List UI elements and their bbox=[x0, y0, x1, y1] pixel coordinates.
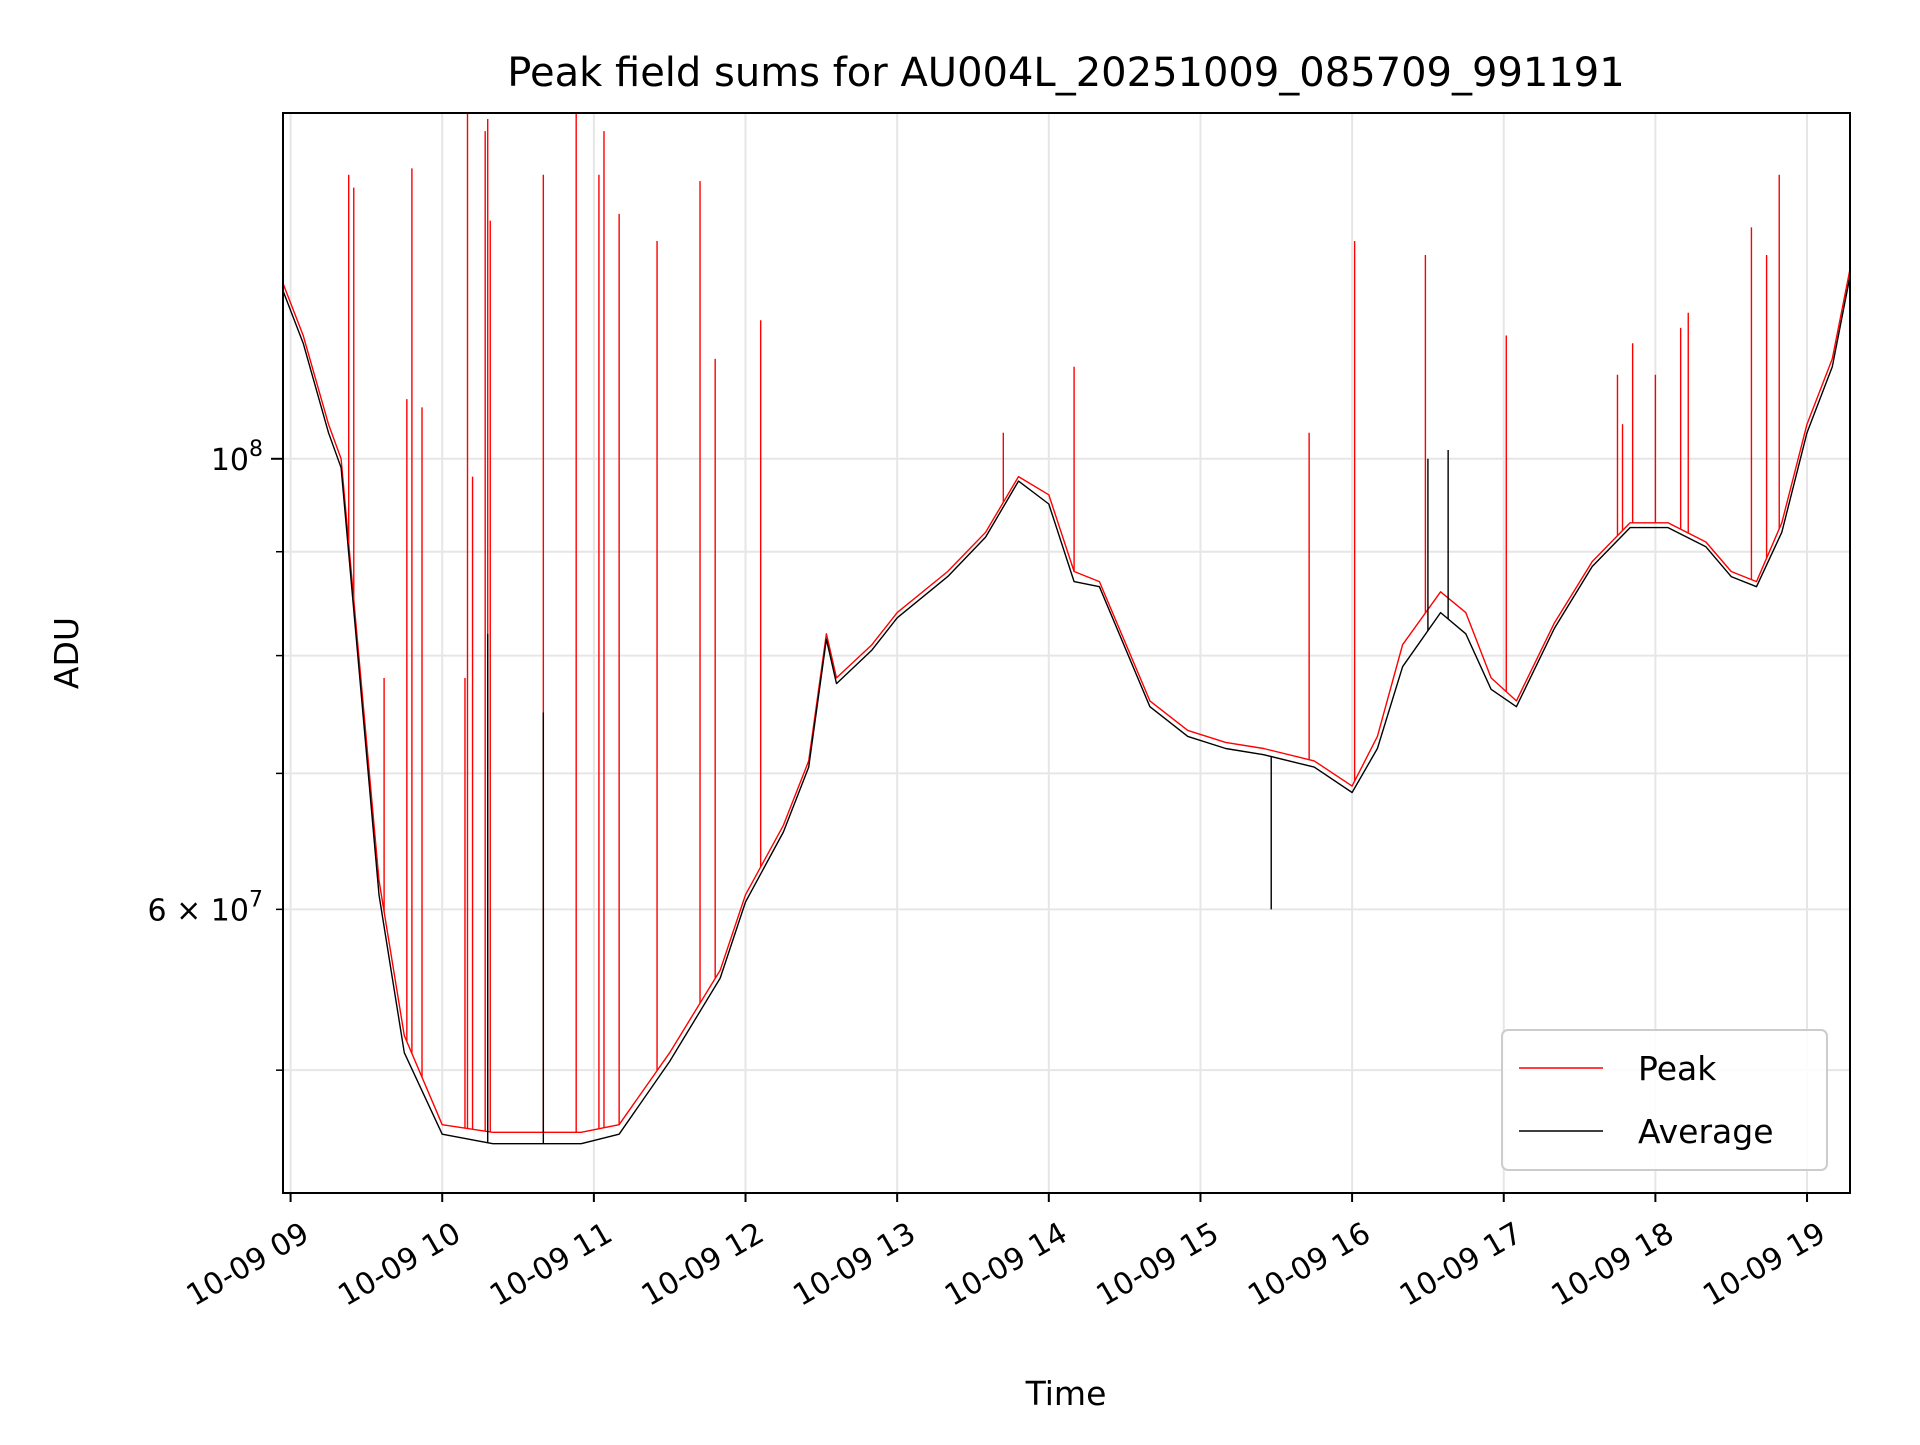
legend-peak-label: Peak bbox=[1638, 1049, 1717, 1088]
legend-average-label: Average bbox=[1638, 1112, 1774, 1151]
y-axis-label: ADU bbox=[47, 617, 86, 689]
series-line-average bbox=[282, 276, 1851, 1145]
legend: Peak Average bbox=[1501, 1029, 1828, 1171]
grid bbox=[283, 113, 1850, 1193]
plot-frame bbox=[282, 112, 1851, 1194]
series-line-peak bbox=[282, 268, 1851, 1134]
y-tick-label: 108 bbox=[211, 437, 263, 478]
y-axis: 108 6 × 107 bbox=[148, 437, 283, 1071]
plot-series bbox=[282, 113, 1851, 1145]
x-axis-label: Time bbox=[1025, 1374, 1107, 1413]
legend-box bbox=[1501, 1029, 1828, 1171]
y-tick-label: 6 × 107 bbox=[148, 887, 263, 928]
chart-title: Peak field sums for AU004L_20251009_0857… bbox=[507, 50, 1624, 96]
